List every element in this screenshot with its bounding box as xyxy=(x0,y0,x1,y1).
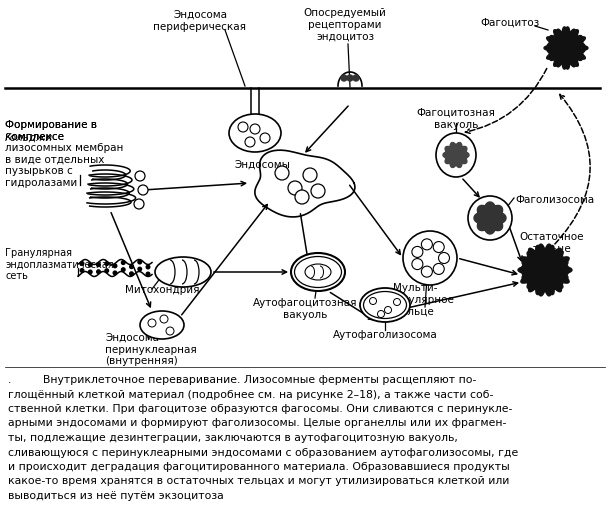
Circle shape xyxy=(89,263,92,267)
Circle shape xyxy=(97,270,100,273)
Circle shape xyxy=(130,265,133,269)
Circle shape xyxy=(422,266,433,277)
Polygon shape xyxy=(255,150,355,217)
Ellipse shape xyxy=(291,253,345,291)
Circle shape xyxy=(135,171,145,181)
Text: лизосомных мембран
в виде отдельных
пузырьков с
гидролазами: лизосомных мембран в виде отдельных пузы… xyxy=(5,143,123,188)
Circle shape xyxy=(250,124,260,134)
Circle shape xyxy=(422,239,433,250)
Circle shape xyxy=(97,263,100,267)
Text: Гранулярная
эндоплазматическая
сеть: Гранулярная эндоплазматическая сеть xyxy=(5,248,114,281)
Circle shape xyxy=(122,268,125,271)
Circle shape xyxy=(439,253,450,263)
Circle shape xyxy=(295,190,309,204)
Ellipse shape xyxy=(436,133,476,177)
Text: Фаголизосома: Фаголизосома xyxy=(515,195,594,205)
Ellipse shape xyxy=(305,264,331,280)
Text: Аутофаголизосома: Аутофаголизосома xyxy=(332,330,437,340)
Circle shape xyxy=(113,264,117,268)
Ellipse shape xyxy=(295,256,342,287)
Circle shape xyxy=(260,133,270,143)
Circle shape xyxy=(134,199,144,209)
Text: ты, подлежащие дезинтеграции, заключаются в аутофагоцитозную вакуоль,: ты, подлежащие дезинтеграции, заключаютс… xyxy=(8,433,458,443)
Circle shape xyxy=(433,263,444,275)
Circle shape xyxy=(378,311,384,318)
Text: Формирование в
комплексе: Формирование в комплексе xyxy=(5,120,97,142)
Circle shape xyxy=(393,298,400,305)
Circle shape xyxy=(166,327,174,335)
Circle shape xyxy=(89,270,92,273)
Text: Формирование в
комплексе: Формирование в комплексе xyxy=(5,120,97,142)
Text: Остаточное
тельце: Остаточное тельце xyxy=(520,232,584,254)
Circle shape xyxy=(238,122,248,132)
Text: какое-то время хранятся в остаточных тельцах и могут утилизироваться клеткой или: какое-то время хранятся в остаточных тел… xyxy=(8,476,510,486)
Circle shape xyxy=(384,306,392,313)
Ellipse shape xyxy=(140,311,184,339)
Circle shape xyxy=(148,319,156,327)
Circle shape xyxy=(311,184,325,198)
Circle shape xyxy=(138,267,142,271)
Ellipse shape xyxy=(360,288,410,322)
Circle shape xyxy=(303,168,317,182)
Circle shape xyxy=(412,246,423,258)
Circle shape xyxy=(80,262,84,266)
Text: Эндосома
перинуклеарная
(внутренняя): Эндосома перинуклеарная (внутренняя) xyxy=(105,333,197,366)
Text: Эндосома
периферическая: Эндосома периферическая xyxy=(153,10,246,32)
Text: Эндосомы: Эндосомы xyxy=(234,160,290,170)
Circle shape xyxy=(341,75,347,81)
Circle shape xyxy=(433,242,444,253)
Circle shape xyxy=(146,272,150,276)
Text: арными эндосомами и формируют фаголизосомы. Целые органеллы или их фрагмен-: арными эндосомами и формируют фаголизосо… xyxy=(8,418,507,429)
Text: Гольджи: Гольджи xyxy=(5,133,53,143)
Ellipse shape xyxy=(155,257,211,287)
Circle shape xyxy=(288,181,302,195)
Text: .         Внутриклеточное переваривание. Лизосомные ферменты расщепляют по-: . Внутриклеточное переваривание. Лизосом… xyxy=(8,375,477,385)
Circle shape xyxy=(113,271,117,275)
Circle shape xyxy=(80,269,84,272)
Circle shape xyxy=(105,262,109,266)
Circle shape xyxy=(370,297,376,304)
Circle shape xyxy=(122,261,125,264)
Text: Аутофагоцитозная
вакуоль: Аутофагоцитозная вакуоль xyxy=(253,298,357,320)
Circle shape xyxy=(138,185,148,195)
Text: Опосредуемый
рецепторами
эндоцитоз: Опосредуемый рецепторами эндоцитоз xyxy=(304,8,386,41)
Polygon shape xyxy=(544,27,588,69)
Text: выводиться из неё путём экзоцитоза: выводиться из неё путём экзоцитоза xyxy=(8,491,224,501)
Circle shape xyxy=(146,265,150,269)
Circle shape xyxy=(160,315,168,323)
Text: Фагоцитозная
вакуоль: Фагоцитозная вакуоль xyxy=(417,108,496,130)
Circle shape xyxy=(245,137,255,147)
Circle shape xyxy=(105,269,109,272)
Text: глощённый клеткой материал (подробнее см. на рисунке 2–18), а также части соб-: глощённый клеткой материал (подробнее см… xyxy=(8,390,493,399)
Circle shape xyxy=(138,260,142,264)
Text: сливающуюся с перинуклеарными эндосомами с образованием аутофаголизосомы, где: сливающуюся с перинуклеарными эндосомами… xyxy=(8,448,518,458)
Text: Митохондрия: Митохондрия xyxy=(125,285,200,295)
Ellipse shape xyxy=(229,114,281,152)
Circle shape xyxy=(412,259,423,270)
Polygon shape xyxy=(518,244,572,296)
Circle shape xyxy=(275,166,289,180)
Polygon shape xyxy=(443,142,469,167)
Text: Фагоцитоз: Фагоцитоз xyxy=(480,18,540,28)
Text: и происходит деградация фагоцитированного материала. Образовавшиеся продукты: и происходит деградация фагоцитированног… xyxy=(8,462,510,472)
Circle shape xyxy=(468,196,512,240)
Text: Мульти-
везикулярное
тельце: Мульти- везикулярное тельце xyxy=(376,283,453,316)
Polygon shape xyxy=(474,202,506,234)
Text: ственной клетки. При фагоцитозе образуются фагосомы. Они сливаются с перинукле-: ственной клетки. При фагоцитозе образуют… xyxy=(8,404,513,414)
Circle shape xyxy=(130,272,133,276)
Circle shape xyxy=(353,75,359,81)
Ellipse shape xyxy=(364,292,406,319)
Circle shape xyxy=(403,231,457,285)
Circle shape xyxy=(347,75,353,81)
